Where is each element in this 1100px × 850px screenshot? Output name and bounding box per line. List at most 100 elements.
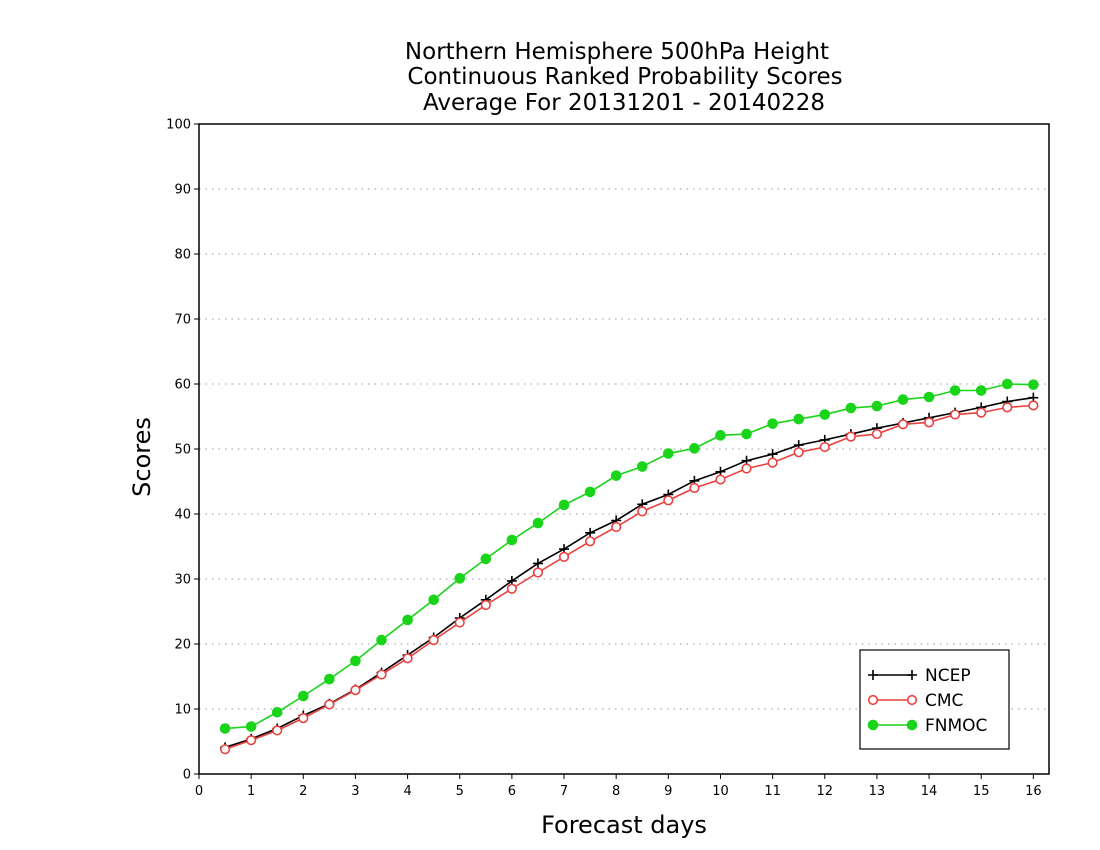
data-point-cmc-20: [741, 463, 752, 474]
data-point-fnmoc-25: [871, 400, 883, 412]
data-point-fnmoc-14: [584, 486, 596, 498]
x-axis-ticks: 0 1 2 3 4 5 6 7 8 9 10 11 12 13 14 15 16: [195, 774, 1042, 799]
data-point-cmc-13: [558, 551, 570, 563]
data-point-fnmoc-4: [324, 673, 335, 685]
data-point-fnmoc-18: [689, 443, 700, 454]
legend-item-ncep: NCEP: [868, 666, 971, 686]
x-tick-label-14: 14: [921, 784, 938, 799]
data-point-cmc-1: [246, 735, 257, 746]
x-tick-label-10: 10: [712, 784, 729, 799]
data-point-fnmoc-8: [428, 594, 439, 606]
x-tick-label-16: 16: [1025, 784, 1042, 799]
x-tick-label-3: 3: [351, 784, 359, 799]
data-point-cmc-5: [350, 685, 361, 696]
data-point-fnmoc-28: [949, 385, 961, 396]
x-tick-label-1: 1: [247, 784, 255, 799]
y-tick-label-80: 80: [174, 248, 191, 263]
data-point-cmc-19: [715, 474, 726, 485]
data-point-fnmoc-1: [245, 721, 257, 732]
legend-marker-left-cmc: [867, 694, 879, 706]
data-point-cmc-2: [272, 725, 283, 736]
data-point-fnmoc-20: [741, 428, 752, 440]
data-point-cmc-18: [689, 482, 700, 494]
data-point-cmc-9: [454, 617, 465, 628]
y-tick-label-20: 20: [174, 638, 191, 653]
data-point-cmc-12: [532, 567, 544, 578]
y-tick-label-10: 10: [174, 703, 191, 718]
gridlines: [199, 188, 1049, 710]
data-point-fnmoc-22: [793, 413, 804, 425]
y-tick-label-60: 60: [174, 378, 191, 393]
data-point-cmc-16: [637, 506, 648, 517]
y-tick-label-90: 90: [174, 183, 191, 198]
data-point-cmc-27: [923, 417, 935, 428]
data-point-fnmoc-12: [532, 517, 544, 529]
legend-label-ncep: NCEP: [925, 666, 971, 686]
data-point-fnmoc-11: [506, 534, 518, 546]
data-point-fnmoc-21: [767, 418, 778, 429]
y-axis-ticks: 0 10 20 30 40 50 60 70 80 90 100: [166, 118, 199, 783]
y-tick-label-30: 30: [174, 573, 191, 588]
data-point-cmc-11: [506, 583, 517, 594]
x-tick-label-15: 15: [973, 784, 990, 799]
data-point-cmc-28: [950, 409, 961, 420]
x-tick-label-2: 2: [299, 784, 307, 799]
data-point-fnmoc-24: [845, 402, 857, 414]
y-axis-label: Scores: [128, 417, 156, 497]
chart-title-line-3: Average For 20131201 - 20140228: [423, 90, 825, 116]
series-fnmoc: [219, 378, 1039, 734]
data-point-fnmoc-29: [975, 385, 987, 396]
data-point-fnmoc-2: [271, 706, 283, 718]
legend-item-fnmoc: FNMOC: [867, 716, 987, 736]
x-tick-label-6: 6: [508, 784, 516, 799]
legend-marker-left-ncep: [868, 670, 878, 680]
legend-marker-right-cmc: [906, 694, 918, 706]
x-tick-label-5: 5: [456, 784, 464, 799]
data-point-ncep-14: [585, 527, 596, 538]
x-tick-label-8: 8: [612, 784, 620, 799]
series-cmc: [219, 400, 1039, 755]
series-layer: [219, 378, 1039, 755]
legend: NCEP CMC FNMOC: [859, 649, 1010, 750]
data-point-ncep-21: [767, 449, 778, 460]
data-point-cmc-21: [767, 457, 778, 468]
data-point-ncep-12: [532, 558, 543, 569]
data-point-cmc-3: [298, 712, 309, 724]
data-point-fnmoc-19: [715, 430, 726, 441]
x-tick-label-7: 7: [560, 784, 568, 799]
data-point-fnmoc-7: [402, 614, 413, 626]
data-point-cmc-4: [324, 699, 335, 710]
data-point-fnmoc-31: [1028, 379, 1039, 390]
legend-marker-right-fnmoc: [906, 719, 918, 731]
legend-label-fnmoc: FNMOC: [925, 716, 987, 736]
x-tick-label-4: 4: [403, 784, 411, 799]
data-point-fnmoc-26: [897, 394, 909, 405]
y-tick-label-0: 0: [183, 768, 191, 783]
x-tick-label-13: 13: [869, 784, 886, 799]
y-tick-label-40: 40: [174, 508, 191, 523]
y-tick-label-50: 50: [174, 443, 191, 458]
x-axis-label: Forecast days: [541, 811, 707, 839]
data-point-fnmoc-27: [923, 391, 935, 403]
data-point-cmc-25: [871, 428, 883, 440]
data-point-cmc-15: [611, 521, 622, 533]
data-point-cmc-31: [1028, 400, 1039, 411]
data-point-fnmoc-16: [636, 461, 648, 472]
data-point-cmc-8: [428, 634, 439, 646]
legend-item-cmc: CMC: [867, 691, 963, 711]
legend-label-cmc: CMC: [925, 691, 963, 711]
data-point-cmc-0: [219, 744, 231, 755]
plot-area-frame: [198, 123, 1050, 775]
legend-marker-right-ncep: [907, 670, 917, 680]
data-point-cmc-10: [480, 599, 491, 611]
chart-title-line-1: Northern Hemisphere 500hPa Height: [405, 39, 829, 65]
data-point-cmc-30: [1002, 402, 1013, 413]
x-tick-label-11: 11: [764, 784, 781, 799]
data-point-cmc-17: [663, 495, 674, 506]
data-point-cmc-29: [976, 407, 987, 418]
data-point-cmc-6: [376, 669, 387, 680]
data-point-fnmoc-30: [1001, 378, 1013, 390]
data-point-fnmoc-6: [376, 634, 387, 646]
y-tick-label-100: 100: [166, 118, 191, 133]
